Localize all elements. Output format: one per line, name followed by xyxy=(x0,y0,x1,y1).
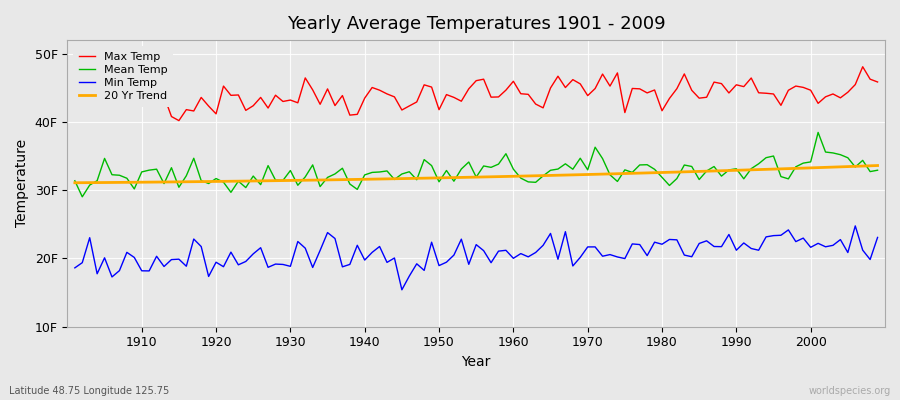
20 Yr Trend xyxy=(508,174,518,179)
20 Yr Trend xyxy=(337,177,347,182)
Mean Temp xyxy=(516,176,526,180)
20 Yr Trend xyxy=(598,172,608,176)
Y-axis label: Temperature: Temperature xyxy=(15,139,29,228)
Min Temp xyxy=(69,266,80,270)
X-axis label: Year: Year xyxy=(462,355,490,369)
Line: Min Temp: Min Temp xyxy=(75,226,878,290)
Min Temp xyxy=(292,239,303,244)
Max Temp xyxy=(858,64,868,69)
20 Yr Trend xyxy=(129,180,140,185)
Legend: Max Temp, Mean Temp, Min Temp, 20 Yr Trend: Max Temp, Mean Temp, Min Temp, 20 Yr Tre… xyxy=(73,46,173,106)
Line: Mean Temp: Mean Temp xyxy=(75,132,878,197)
Max Temp xyxy=(174,118,184,123)
Min Temp xyxy=(397,287,408,292)
Mean Temp xyxy=(300,174,310,179)
Max Temp xyxy=(516,91,526,96)
Min Temp xyxy=(508,256,518,261)
Min Temp xyxy=(516,251,526,256)
Min Temp xyxy=(337,264,347,269)
Max Temp xyxy=(69,90,80,94)
Min Temp xyxy=(129,255,140,260)
Mean Temp xyxy=(136,170,147,174)
Title: Yearly Average Temperatures 1901 - 2009: Yearly Average Temperatures 1901 - 2009 xyxy=(287,15,665,33)
Mean Temp xyxy=(872,168,883,173)
Mean Temp xyxy=(813,130,824,135)
Min Temp xyxy=(605,252,616,257)
Mean Temp xyxy=(508,167,518,172)
Max Temp xyxy=(129,96,140,101)
Mean Temp xyxy=(345,182,356,186)
Max Temp xyxy=(508,79,518,84)
Min Temp xyxy=(872,235,883,240)
Max Temp xyxy=(872,80,883,84)
Max Temp xyxy=(300,76,310,80)
Line: 20 Yr Trend: 20 Yr Trend xyxy=(75,166,878,183)
Max Temp xyxy=(345,113,356,118)
Mean Temp xyxy=(69,178,80,183)
20 Yr Trend xyxy=(872,163,883,168)
Min Temp xyxy=(850,224,860,228)
Max Temp xyxy=(605,84,616,88)
20 Yr Trend xyxy=(292,178,303,183)
Line: Max Temp: Max Temp xyxy=(75,67,878,121)
Mean Temp xyxy=(605,172,616,177)
Mean Temp xyxy=(76,194,87,199)
20 Yr Trend xyxy=(69,180,80,185)
Text: worldspecies.org: worldspecies.org xyxy=(809,386,891,396)
Text: Latitude 48.75 Longitude 125.75: Latitude 48.75 Longitude 125.75 xyxy=(9,386,169,396)
20 Yr Trend xyxy=(500,174,511,179)
